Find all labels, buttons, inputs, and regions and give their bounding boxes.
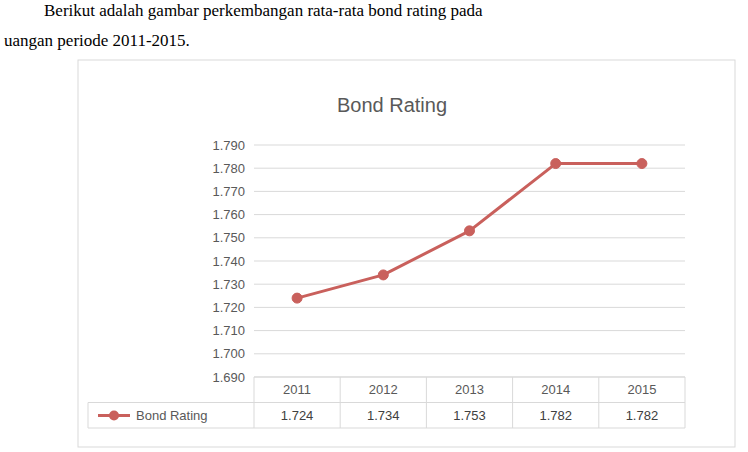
y-tick-label: 1.740 — [212, 254, 245, 269]
table-border — [254, 377, 685, 378]
table-border — [254, 377, 255, 428]
grid-line — [254, 307, 685, 308]
table-border — [685, 377, 686, 428]
grid-line — [254, 261, 685, 262]
y-tick-label: 1.760 — [212, 207, 245, 222]
legend-marker — [109, 411, 119, 421]
grid-line — [254, 237, 685, 238]
grid-line — [254, 330, 685, 331]
x-tick-label: 2012 — [369, 382, 398, 397]
chart-frame — [78, 60, 735, 447]
series-line — [297, 164, 642, 299]
data-label: 1.724 — [281, 408, 314, 423]
data-label: 1.734 — [367, 408, 400, 423]
y-tick-label: 1.730 — [212, 277, 245, 292]
grid-line — [254, 191, 685, 192]
table-border — [426, 377, 427, 428]
page: Berikut adalah gambar perkembangan rata-… — [0, 0, 748, 452]
table-border — [512, 377, 513, 428]
grid-line — [254, 353, 685, 354]
grid-line — [254, 168, 685, 169]
x-tick-label: 2014 — [541, 382, 570, 397]
y-tick-label: 1.770 — [212, 184, 245, 199]
table-border — [598, 377, 599, 428]
grid-line — [254, 377, 685, 378]
series-marker — [292, 293, 302, 303]
x-tick-label: 2011 — [283, 382, 311, 397]
chart-title: Bond Rating — [337, 94, 447, 116]
grid-line — [254, 284, 685, 285]
y-tick-label: 1.790 — [212, 138, 245, 153]
table-border — [88, 403, 89, 429]
y-tick-label: 1.780 — [212, 161, 245, 176]
y-tick-label: 1.690 — [212, 370, 245, 385]
paragraph-line: Berikut adalah gambar perkembangan rata-… — [44, 1, 483, 20]
plot-area — [292, 159, 647, 304]
grid-line — [254, 214, 685, 215]
y-tick-label: 1.720 — [212, 300, 245, 315]
series-marker — [465, 226, 475, 236]
y-tick-label: 1.750 — [212, 230, 245, 245]
y-tick-label: 1.700 — [212, 346, 245, 361]
x-tick-label: 2013 — [455, 382, 484, 397]
y-tick-label: 1.710 — [212, 323, 245, 338]
series-marker — [637, 159, 647, 169]
table-border — [88, 402, 685, 403]
x-tick-label: 2015 — [627, 382, 656, 397]
series-marker — [378, 270, 388, 280]
table-border — [88, 428, 685, 429]
grid-line — [254, 145, 685, 146]
paragraph-line: uangan periode 2011-2015. — [4, 31, 190, 50]
series-marker — [551, 159, 561, 169]
data-label: 1.753 — [453, 408, 486, 423]
table-border — [340, 377, 341, 428]
data-label: 1.782 — [539, 408, 572, 423]
data-label: 1.782 — [626, 408, 659, 423]
legend-label: Bond Rating — [136, 408, 208, 423]
